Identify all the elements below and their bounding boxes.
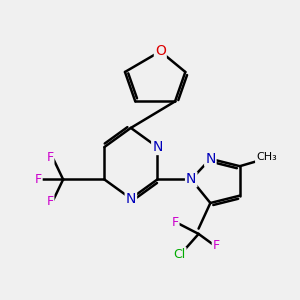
Text: F: F bbox=[213, 239, 220, 252]
Text: F: F bbox=[34, 173, 42, 186]
Text: O: O bbox=[155, 44, 166, 58]
Text: N: N bbox=[152, 140, 163, 154]
Text: F: F bbox=[46, 195, 53, 208]
Text: N: N bbox=[126, 192, 136, 206]
Text: CH₃: CH₃ bbox=[256, 152, 277, 162]
Text: Cl: Cl bbox=[173, 248, 186, 261]
Text: F: F bbox=[172, 216, 178, 229]
Text: F: F bbox=[46, 151, 53, 164]
Text: N: N bbox=[186, 172, 196, 186]
Text: N: N bbox=[205, 152, 215, 166]
